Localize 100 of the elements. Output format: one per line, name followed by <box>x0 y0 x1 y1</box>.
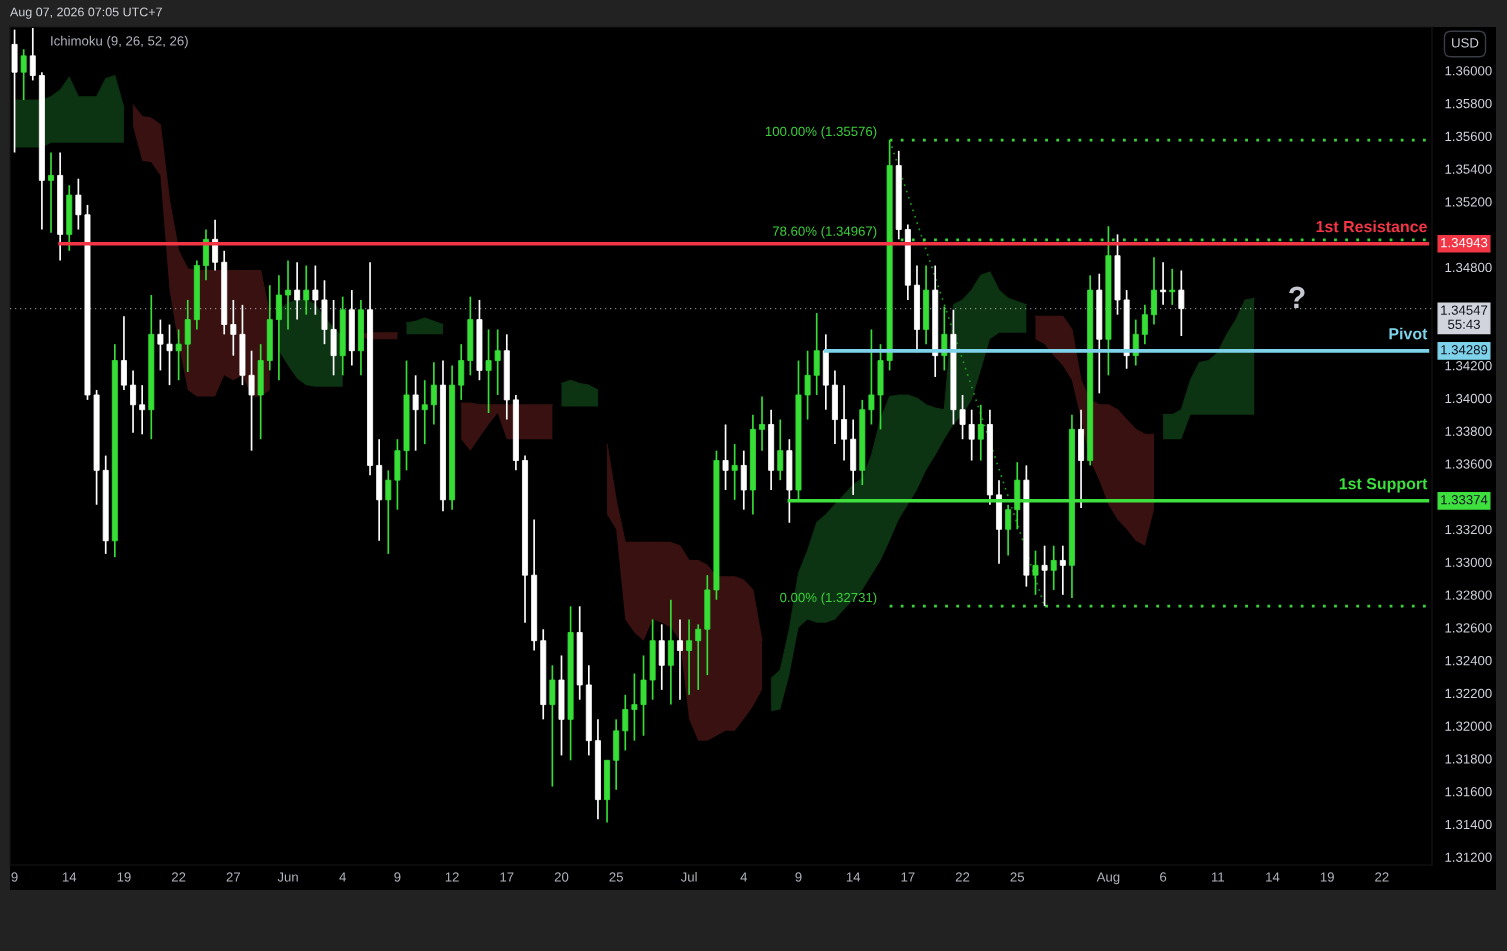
candlestick <box>1041 544 1048 607</box>
x-tick-label: 4 <box>339 872 346 882</box>
y-tick-label: 1.32200 <box>1445 688 1492 699</box>
candlestick <box>959 394 966 441</box>
x-tick-label: 11 <box>1211 872 1224 882</box>
candlestick <box>695 623 702 691</box>
y-tick-label: 1.33600 <box>1445 459 1492 469</box>
data-label: 1.33374 <box>1441 495 1488 505</box>
candlestick <box>230 299 237 357</box>
annotation: Ichimoku (9, 26, 52, 26) <box>51 35 188 49</box>
candlestick <box>968 408 975 462</box>
candlestick <box>1160 261 1167 306</box>
candlestick <box>412 374 419 452</box>
candlestick <box>421 379 428 445</box>
y-tick-label: 1.32600 <box>1445 623 1492 633</box>
candlestick <box>157 318 164 372</box>
candlestick <box>804 349 811 421</box>
candlestick <box>868 328 875 426</box>
x-tick-label: 17 <box>901 872 915 882</box>
candlestick <box>430 361 437 426</box>
y-tick-label: 1.31200 <box>1445 852 1492 862</box>
candlestick <box>977 403 984 462</box>
y-tick-label: 1.32400 <box>1445 655 1492 666</box>
candlestick <box>248 349 255 452</box>
candlestick <box>294 261 301 321</box>
candlestick <box>75 177 82 231</box>
candlestick <box>677 618 683 701</box>
series-label: 1st Resistance <box>1316 220 1427 233</box>
y-tick-label: 1.32800 <box>1445 590 1492 600</box>
y-tick-label: 1.32000 <box>1445 721 1492 731</box>
y-tick-label: 1.36000 <box>1445 66 1492 76</box>
y-tick-label: 1.31400 <box>1445 819 1492 830</box>
candlestick <box>1178 269 1185 337</box>
candlestick <box>1032 549 1039 596</box>
candlestick <box>175 328 182 382</box>
x-tick-label: 17 <box>500 872 514 882</box>
candlestick <box>130 369 137 434</box>
x-tick-label: 22 <box>171 872 186 882</box>
x-tick-label: 14 <box>846 872 861 882</box>
candlestick <box>631 672 638 742</box>
candlestick <box>686 618 693 696</box>
x-tick-label: 9 <box>11 872 18 882</box>
y-tick-label: 1.31800 <box>1445 754 1492 764</box>
ref-line-label: 1.34547 55:43 <box>1441 305 1488 329</box>
series-label: 78.60% (1.34967) <box>772 226 877 239</box>
series-label: 1st Support <box>1339 478 1428 493</box>
y-tick-label: 1.31600 <box>1445 787 1492 797</box>
x-tick-label: 22 <box>955 872 970 882</box>
x-tick-label: 20 <box>554 872 569 882</box>
y-tick-label: 1.35200 <box>1445 197 1492 207</box>
series-label: Pivot <box>1389 327 1428 340</box>
x-tick-label: 12 <box>445 872 459 882</box>
x-tick-label: 14 <box>62 872 77 882</box>
candlestick <box>1169 267 1176 306</box>
x-tick-label: Aug <box>1096 872 1120 885</box>
x-tick-label: Jun <box>277 872 298 882</box>
x-tick-label: 14 <box>1266 872 1280 882</box>
y-tick-label: 1.34200 <box>1445 361 1492 371</box>
candlestick <box>1141 304 1148 346</box>
candlestick <box>29 27 36 82</box>
candlestick <box>731 443 738 501</box>
y-tick-label: 1.35400 <box>1445 164 1492 174</box>
annotation: ? <box>1289 286 1305 308</box>
candlestick <box>841 384 848 462</box>
x-tick-label: 19 <box>1320 872 1334 882</box>
candlestick <box>139 384 146 436</box>
x-tick-label: 25 <box>609 872 623 882</box>
y-tick-label: 1.33000 <box>1445 557 1492 567</box>
candlestick <box>759 395 765 452</box>
x-tick-label: 6 <box>1160 872 1167 882</box>
y-axis-title: USD <box>1452 38 1479 48</box>
y-tick-label: 1.34000 <box>1445 393 1492 404</box>
series-label: 0.00% (1.32731) <box>780 592 877 605</box>
candlestick <box>303 264 310 316</box>
y-tick-label: 1.33800 <box>1445 426 1492 436</box>
candlestick <box>722 423 729 491</box>
y-tick-label: 1.35600 <box>1445 131 1492 142</box>
candlestick <box>285 259 291 331</box>
candlestick <box>485 328 492 414</box>
x-tick-label: 9 <box>394 872 401 882</box>
candlestick <box>20 48 27 101</box>
y-tick-label: 1.35800 <box>1445 98 1492 109</box>
x-tick-label: 27 <box>226 872 240 882</box>
candlestick <box>48 151 54 234</box>
x-tick-label: 19 <box>117 872 131 882</box>
series-label: 100.00% (1.35576) <box>765 126 877 139</box>
candlestick <box>777 418 784 481</box>
x-tick-label: 9 <box>795 872 802 882</box>
candlestick <box>494 328 501 396</box>
candlestick <box>312 264 319 316</box>
candlestick <box>385 469 392 555</box>
y-tick-label: 1.33200 <box>1445 524 1492 535</box>
x-tick-label: 25 <box>1010 872 1025 882</box>
candlestick <box>1059 544 1066 596</box>
x-tick-label: Jul <box>680 871 697 882</box>
candlestick <box>1005 503 1012 557</box>
chart-title: Aug 07, 2026 07:05 UTC+7 <box>10 7 162 19</box>
candlestick <box>166 323 173 386</box>
x-tick-label: 4 <box>740 872 748 882</box>
data-label: 1.34289 <box>1441 345 1488 355</box>
